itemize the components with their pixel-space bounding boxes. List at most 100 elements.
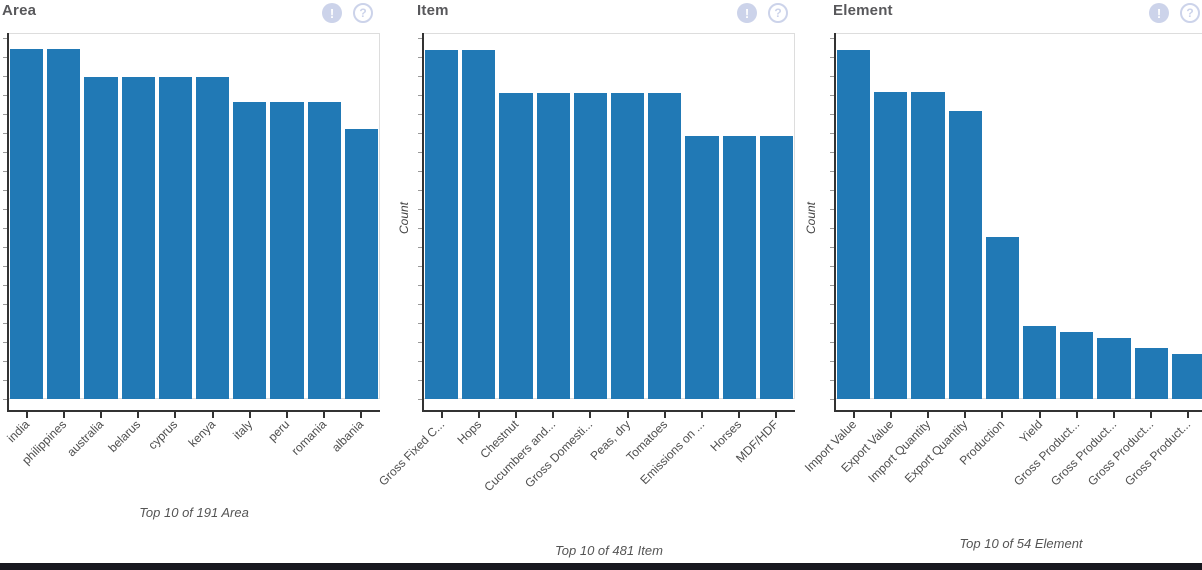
x-tick: [323, 412, 326, 418]
chart-caption: Top 10 of 481 Item: [555, 543, 663, 558]
y-axis-label: Count: [397, 201, 411, 235]
insight-icon[interactable]: !: [1149, 3, 1169, 23]
insight-icon[interactable]: !: [322, 3, 342, 23]
y-tick: [418, 95, 422, 96]
y-tick: [3, 323, 7, 324]
x-tick: [515, 412, 517, 418]
bar: [759, 136, 793, 399]
x-tick: [286, 412, 288, 418]
x-tick: [62, 412, 65, 418]
y-tick: [830, 38, 834, 39]
chart-caption: Top 10 of 191 Area: [139, 505, 249, 520]
bar: [196, 77, 230, 399]
help-icon[interactable]: ?: [1180, 3, 1200, 23]
bar: [874, 92, 908, 399]
y-tick: [830, 152, 834, 153]
x-tick: [174, 412, 177, 418]
y-tick: [418, 190, 422, 191]
y-tick: [418, 399, 422, 400]
bar: [270, 102, 304, 399]
y-tick: [418, 266, 422, 267]
y-tick: [418, 380, 422, 381]
y-tick: [830, 247, 834, 248]
y-tick: [830, 76, 834, 77]
x-tick: [360, 412, 363, 418]
y-tick: [3, 247, 7, 248]
bar: [648, 93, 682, 399]
y-tick: [418, 114, 422, 115]
y-tick: [3, 190, 7, 191]
bar: [121, 77, 155, 399]
y-tick: [830, 342, 834, 343]
y-tick: [3, 266, 7, 267]
y-tick: [3, 76, 7, 77]
y-tick: [418, 247, 422, 248]
chart-caption: Top 10 of 54 Element: [959, 536, 1083, 551]
y-tick: [418, 38, 422, 39]
y-tick: [830, 57, 834, 58]
bar: [47, 49, 81, 399]
bar: [1023, 326, 1057, 399]
y-tick: [3, 57, 7, 58]
y-tick: [830, 304, 834, 305]
help-icon[interactable]: ?: [353, 3, 373, 23]
y-tick: [830, 190, 834, 191]
y-axis-line: [422, 33, 424, 412]
x-tick: [1075, 412, 1078, 418]
x-tick: [589, 412, 592, 418]
bar: [158, 77, 192, 399]
bar: [685, 136, 719, 399]
chart-title: Area: [2, 2, 37, 19]
y-tick: [830, 114, 834, 115]
y-tick: [830, 228, 834, 229]
y-tick: [830, 95, 834, 96]
bar: [536, 93, 570, 399]
y-tick: [3, 285, 7, 286]
y-tick: [418, 342, 422, 343]
bar: [462, 50, 496, 399]
y-tick: [418, 304, 422, 305]
x-tick: [701, 412, 703, 418]
y-tick: [418, 323, 422, 324]
y-tick: [830, 380, 834, 381]
x-tick: [775, 412, 778, 418]
y-tick: [3, 38, 7, 39]
bar: [425, 50, 459, 399]
y-tick: [3, 95, 7, 96]
x-tick: [1038, 412, 1041, 418]
y-tick: [830, 361, 834, 362]
bar: [985, 237, 1019, 399]
x-tick: [738, 412, 741, 418]
y-tick: [3, 171, 7, 172]
x-tick: [927, 412, 929, 418]
bar: [499, 93, 533, 399]
y-tick: [830, 266, 834, 267]
bar: [1097, 338, 1131, 399]
x-tick: [477, 412, 480, 418]
insight-icon[interactable]: !: [737, 3, 757, 23]
x-tick: [100, 412, 102, 418]
chart-title: Item: [417, 2, 449, 19]
y-tick: [418, 57, 422, 58]
y-axis-line: [834, 33, 836, 412]
bar: [233, 102, 267, 399]
bar: [1060, 332, 1094, 399]
x-tick: [1187, 412, 1190, 418]
bar: [84, 77, 118, 399]
x-tick: [626, 412, 629, 418]
y-tick: [418, 76, 422, 77]
help-icon[interactable]: ?: [768, 3, 788, 23]
bar: [837, 50, 871, 399]
x-tick: [852, 412, 855, 418]
x-tick: [137, 412, 140, 418]
y-tick: [830, 133, 834, 134]
y-tick: [3, 342, 7, 343]
bar: [948, 111, 982, 399]
bar: [611, 93, 645, 399]
y-tick: [3, 399, 7, 400]
y-tick: [3, 209, 7, 210]
y-tick: [3, 152, 7, 153]
y-tick: [830, 285, 834, 286]
y-tick: [418, 285, 422, 286]
